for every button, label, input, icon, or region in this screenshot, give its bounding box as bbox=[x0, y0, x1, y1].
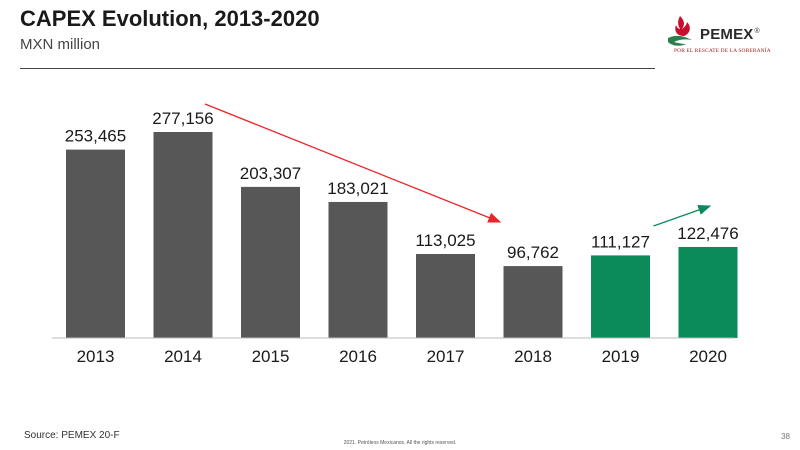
x-tick-label-2019: 2019 bbox=[602, 347, 640, 366]
bar-2018 bbox=[503, 266, 563, 338]
bar-2014 bbox=[153, 132, 213, 338]
bar-2016 bbox=[328, 201, 388, 338]
x-tick-label-2017: 2017 bbox=[427, 347, 465, 366]
bar-2015 bbox=[241, 186, 300, 338]
title-divider bbox=[20, 68, 655, 69]
value-label-2019: 111,127 bbox=[591, 232, 650, 251]
bar-2013 bbox=[66, 149, 125, 338]
value-label-2014: 277,156 bbox=[152, 109, 213, 128]
x-tick-label-2015: 2015 bbox=[252, 347, 290, 366]
source-note: Source: PEMEX 20-F bbox=[24, 430, 120, 441]
value-label-2015: 203,307 bbox=[240, 164, 301, 183]
page-number: 38 bbox=[781, 432, 790, 441]
x-tick-label-2016: 2016 bbox=[339, 347, 377, 366]
bar-2017 bbox=[416, 253, 475, 338]
page-title: CAPEX Evolution, 2013-2020 bbox=[20, 6, 320, 31]
value-label-2017: 113,025 bbox=[415, 231, 475, 250]
value-label-2020: 122,476 bbox=[677, 224, 738, 243]
x-tick-label-2013: 2013 bbox=[77, 347, 115, 366]
x-tick-label-2020: 2020 bbox=[689, 347, 727, 366]
downtrend-arrow bbox=[204, 103, 502, 223]
pemex-logo: PEMEX® POR EL RESCATE DE LA SOBERANÍA bbox=[662, 12, 782, 62]
x-tick-label-2018: 2018 bbox=[514, 347, 552, 366]
value-label-2016: 183,021 bbox=[327, 179, 388, 198]
uptrend-arrow bbox=[653, 205, 712, 227]
bar-2020 bbox=[678, 246, 738, 338]
bar-2019 bbox=[591, 255, 650, 338]
pemex-eagle-flame-icon bbox=[668, 16, 692, 46]
value-label-2013: 253,465 bbox=[65, 127, 126, 146]
copyright-note: 2021. Petróleos Mexicanos. All the right… bbox=[343, 440, 457, 446]
value-label-2018: 96,762 bbox=[507, 243, 559, 262]
x-tick-label-2014: 2014 bbox=[164, 347, 202, 366]
logo-wordmark: PEMEX® bbox=[700, 26, 760, 43]
logo-tagline: POR EL RESCATE DE LA SOBERANÍA bbox=[674, 48, 771, 54]
page-subtitle: MXN million bbox=[20, 36, 101, 53]
